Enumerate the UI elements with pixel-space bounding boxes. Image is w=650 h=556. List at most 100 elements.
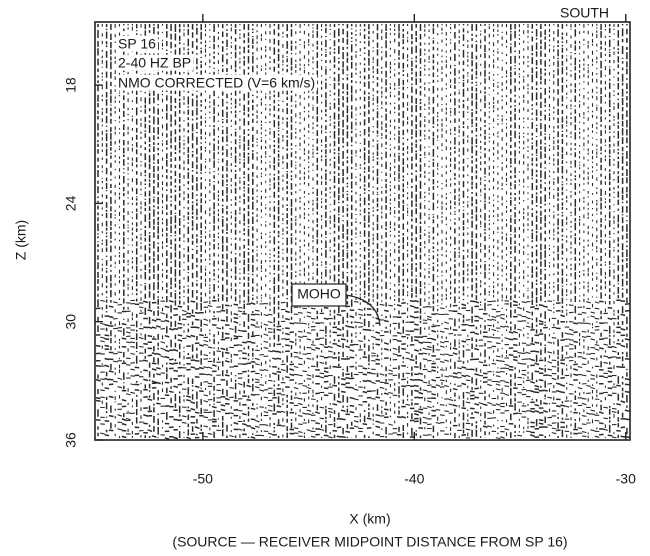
trace: [512, 24, 518, 437]
trace: [547, 24, 553, 437]
trace: [216, 24, 222, 431]
trace: [413, 24, 419, 436]
trace: [229, 24, 234, 438]
trace: [263, 24, 269, 433]
x-tick-label: -50: [193, 471, 213, 487]
trace: [594, 24, 600, 438]
annotation: SOUTH: [560, 5, 609, 21]
trace: [564, 24, 570, 438]
trace: [470, 24, 475, 437]
annotation-bg: [116, 74, 318, 91]
trace: [465, 24, 471, 439]
trace: [581, 24, 587, 437]
trace: [495, 24, 501, 440]
x-tick-label: -30: [616, 471, 636, 487]
trace: [422, 24, 428, 436]
plot-frame: [94, 21, 631, 441]
y-tick-label: 18: [63, 77, 79, 93]
x-axis-note: (SOURCE — RECEIVER MIDPOINT DISTANCE FRO…: [172, 534, 567, 550]
trace: [95, 24, 101, 437]
trace: [444, 24, 449, 435]
trace: [392, 24, 398, 434]
trace: [452, 24, 458, 438]
trace: [113, 24, 118, 437]
trace: [616, 24, 621, 438]
trace: [362, 24, 368, 438]
trace: [577, 24, 583, 434]
trace: [487, 24, 492, 435]
trace: [280, 24, 286, 438]
trace: [396, 24, 402, 436]
trace: [100, 24, 105, 435]
trace: [366, 24, 372, 438]
annotation: 2-40 HZ BP: [118, 55, 191, 71]
trace: [431, 24, 437, 438]
trace: [336, 24, 342, 438]
trace: [375, 24, 381, 436]
annotation: NMO CORRECTED (V=6 km/s): [118, 75, 315, 91]
trace: [250, 24, 256, 439]
trace: [383, 24, 389, 438]
y-axis-label: Z (km): [13, 220, 29, 260]
x-tick-label: -40: [404, 471, 424, 487]
trace: [542, 24, 548, 438]
trace: [306, 24, 312, 438]
trace: [379, 24, 385, 438]
trace: [332, 24, 338, 438]
moho-pointer: [345, 294, 381, 327]
trace: [371, 24, 376, 438]
x-axis-label: X (km): [349, 511, 390, 527]
trace: [551, 24, 557, 435]
trace: [530, 24, 536, 438]
trace: [211, 24, 217, 438]
trace: [603, 24, 609, 438]
trace: [538, 24, 544, 437]
trace: [607, 24, 613, 437]
trace: [508, 24, 514, 438]
trace: [611, 24, 617, 439]
trace: [620, 24, 626, 438]
trace: [426, 24, 432, 436]
trace: [340, 24, 346, 439]
trace: [457, 24, 462, 438]
trace: [525, 24, 531, 433]
trace: [328, 24, 333, 439]
trace: [500, 24, 505, 439]
trace: [353, 24, 359, 438]
trace: [284, 24, 290, 438]
trace: [242, 24, 247, 436]
y-tick-label: 30: [63, 314, 79, 330]
trace: [555, 24, 561, 438]
trace: [194, 24, 200, 439]
trace: [534, 24, 540, 438]
trace: [224, 24, 230, 438]
trace: [108, 24, 114, 432]
trace: [388, 24, 394, 435]
annotation: SP 16: [118, 36, 156, 52]
trace: [117, 24, 123, 438]
trace: [504, 24, 510, 437]
trace: [590, 24, 596, 438]
trace: [573, 24, 579, 435]
trace: [220, 24, 226, 437]
trace: [598, 24, 604, 436]
y-tick-label: 24: [63, 195, 79, 211]
trace: [409, 24, 415, 438]
trace: [104, 24, 110, 437]
trace: [435, 24, 441, 436]
trace: [203, 24, 209, 438]
trace: [319, 24, 325, 438]
trace: [289, 24, 295, 435]
trace: [517, 24, 523, 437]
trace: [358, 24, 363, 433]
trace: [478, 24, 484, 438]
trace: [448, 24, 454, 436]
trace: [237, 24, 243, 438]
trace: [521, 24, 527, 433]
annotation-bg: [116, 35, 159, 52]
trace: [586, 24, 591, 438]
annotation-bg: [116, 54, 194, 71]
trace: [199, 24, 204, 435]
trace: [474, 24, 480, 437]
trace: [233, 24, 239, 438]
